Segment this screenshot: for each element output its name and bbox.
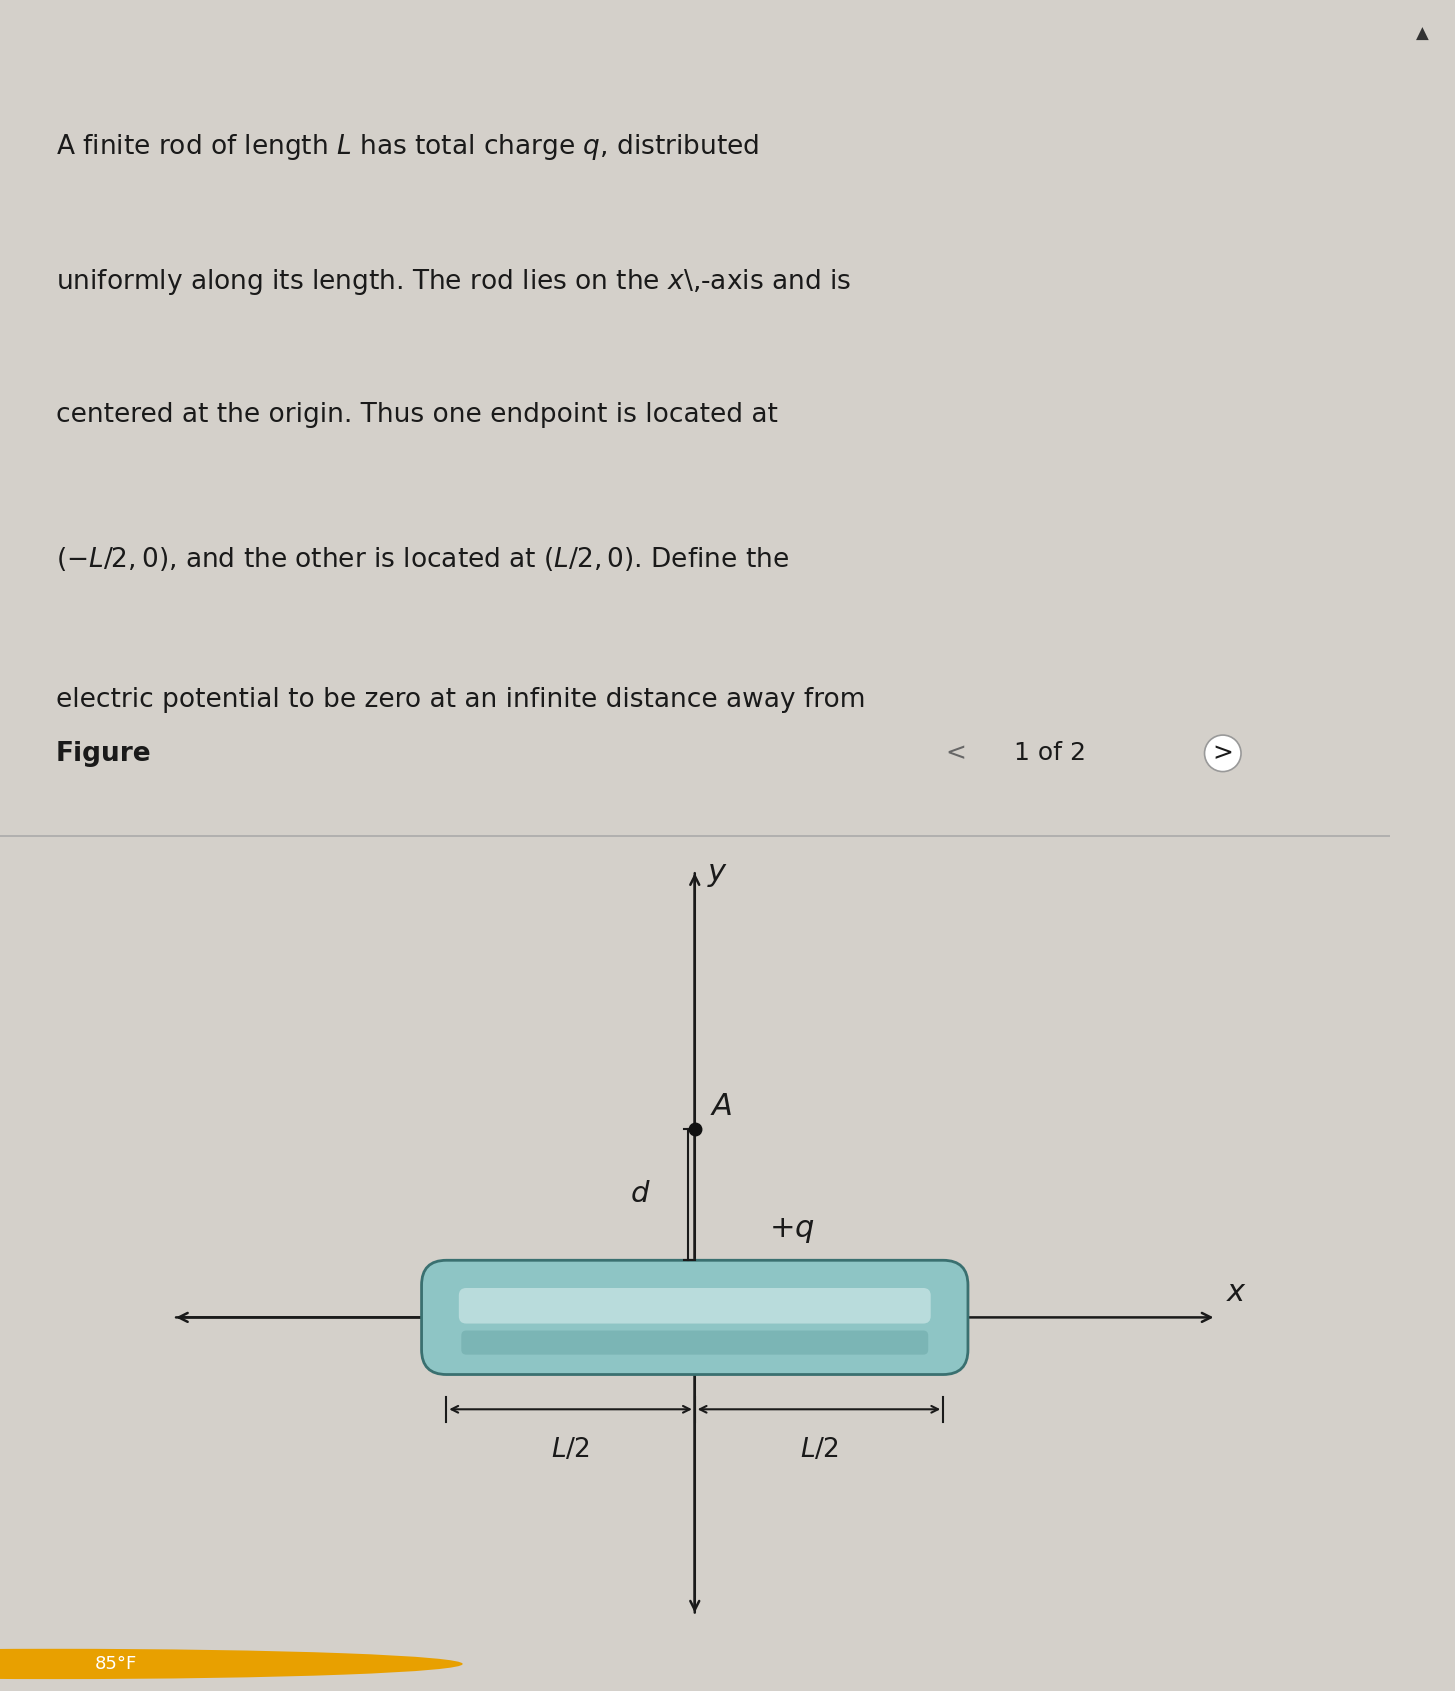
Text: $y$: $y$ (707, 861, 729, 889)
Text: $d$: $d$ (630, 1180, 650, 1209)
Text: 1 of 2: 1 of 2 (1014, 741, 1087, 766)
Text: 85°F: 85°F (95, 1655, 137, 1672)
Text: uniformly along its length. The rod lies on the $x$\,-axis and is: uniformly along its length. The rod lies… (55, 267, 851, 298)
Circle shape (0, 1649, 463, 1679)
Text: $L/2$: $L/2$ (800, 1437, 838, 1463)
Text: $L/2$: $L/2$ (551, 1437, 589, 1463)
Text: <: < (944, 741, 966, 766)
Text: centered at the origin. Thus one endpoint is located at: centered at the origin. Thus one endpoin… (55, 402, 777, 428)
Text: $x$: $x$ (1227, 1278, 1247, 1307)
FancyBboxPatch shape (458, 1289, 931, 1324)
Text: $A$: $A$ (710, 1092, 732, 1121)
FancyBboxPatch shape (461, 1331, 928, 1354)
Text: Figure: Figure (55, 741, 151, 768)
Text: >: > (1212, 741, 1234, 766)
Text: $+q$: $+q$ (770, 1216, 815, 1245)
Text: A finite rod of length $L$ has total charge $q$, distributed: A finite rod of length $L$ has total cha… (55, 132, 758, 162)
Text: electric potential to be zero at an infinite distance away from: electric potential to be zero at an infi… (55, 687, 866, 712)
FancyBboxPatch shape (422, 1260, 968, 1375)
Text: $(-L/2, 0)$, and the other is located at $(L/2, 0)$. Define the: $(-L/2, 0)$, and the other is located at… (55, 545, 789, 573)
Text: ▲: ▲ (1416, 25, 1429, 42)
